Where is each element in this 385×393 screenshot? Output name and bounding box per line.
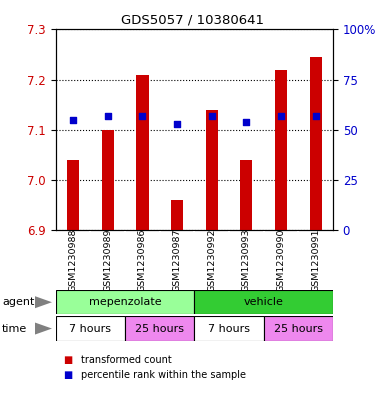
Bar bbox=[56, 316, 125, 341]
Point bbox=[70, 116, 76, 123]
Bar bbox=[310, 57, 322, 230]
Text: vehicle: vehicle bbox=[244, 297, 284, 307]
Bar bbox=[136, 75, 149, 230]
Bar bbox=[194, 290, 333, 314]
Point bbox=[278, 112, 284, 119]
Polygon shape bbox=[35, 296, 52, 309]
Text: ■: ■ bbox=[64, 354, 73, 365]
Bar bbox=[275, 70, 287, 230]
Bar bbox=[194, 316, 264, 341]
Bar bbox=[206, 110, 218, 230]
Point bbox=[209, 112, 215, 119]
Text: time: time bbox=[2, 323, 27, 334]
Text: transformed count: transformed count bbox=[81, 354, 172, 365]
Text: percentile rank within the sample: percentile rank within the sample bbox=[81, 370, 246, 380]
Text: ■: ■ bbox=[64, 370, 73, 380]
Text: GSM1230993: GSM1230993 bbox=[242, 228, 251, 292]
Point bbox=[174, 121, 180, 127]
Point bbox=[105, 112, 111, 119]
Bar bbox=[171, 200, 183, 230]
Bar bbox=[67, 160, 79, 230]
Text: mepenzolate: mepenzolate bbox=[89, 297, 161, 307]
Text: GSM1230991: GSM1230991 bbox=[311, 228, 320, 292]
Text: GDS5057 / 10380641: GDS5057 / 10380641 bbox=[121, 14, 264, 27]
Polygon shape bbox=[35, 322, 52, 335]
Text: GSM1230989: GSM1230989 bbox=[103, 228, 112, 292]
Bar bbox=[240, 160, 253, 230]
Text: GSM1230987: GSM1230987 bbox=[172, 228, 182, 292]
Text: 7 hours: 7 hours bbox=[69, 323, 112, 334]
Point bbox=[139, 112, 146, 119]
Point bbox=[243, 119, 249, 125]
Text: GSM1230986: GSM1230986 bbox=[138, 228, 147, 292]
Bar bbox=[125, 316, 194, 341]
Text: 25 hours: 25 hours bbox=[135, 323, 184, 334]
Text: agent: agent bbox=[2, 297, 34, 307]
Text: GSM1230992: GSM1230992 bbox=[207, 228, 216, 292]
Text: GSM1230988: GSM1230988 bbox=[69, 228, 78, 292]
Text: GSM1230990: GSM1230990 bbox=[276, 228, 286, 292]
Bar bbox=[56, 290, 194, 314]
Text: 25 hours: 25 hours bbox=[274, 323, 323, 334]
Bar bbox=[264, 316, 333, 341]
Text: 7 hours: 7 hours bbox=[208, 323, 250, 334]
Point bbox=[313, 112, 319, 119]
Bar bbox=[102, 130, 114, 230]
